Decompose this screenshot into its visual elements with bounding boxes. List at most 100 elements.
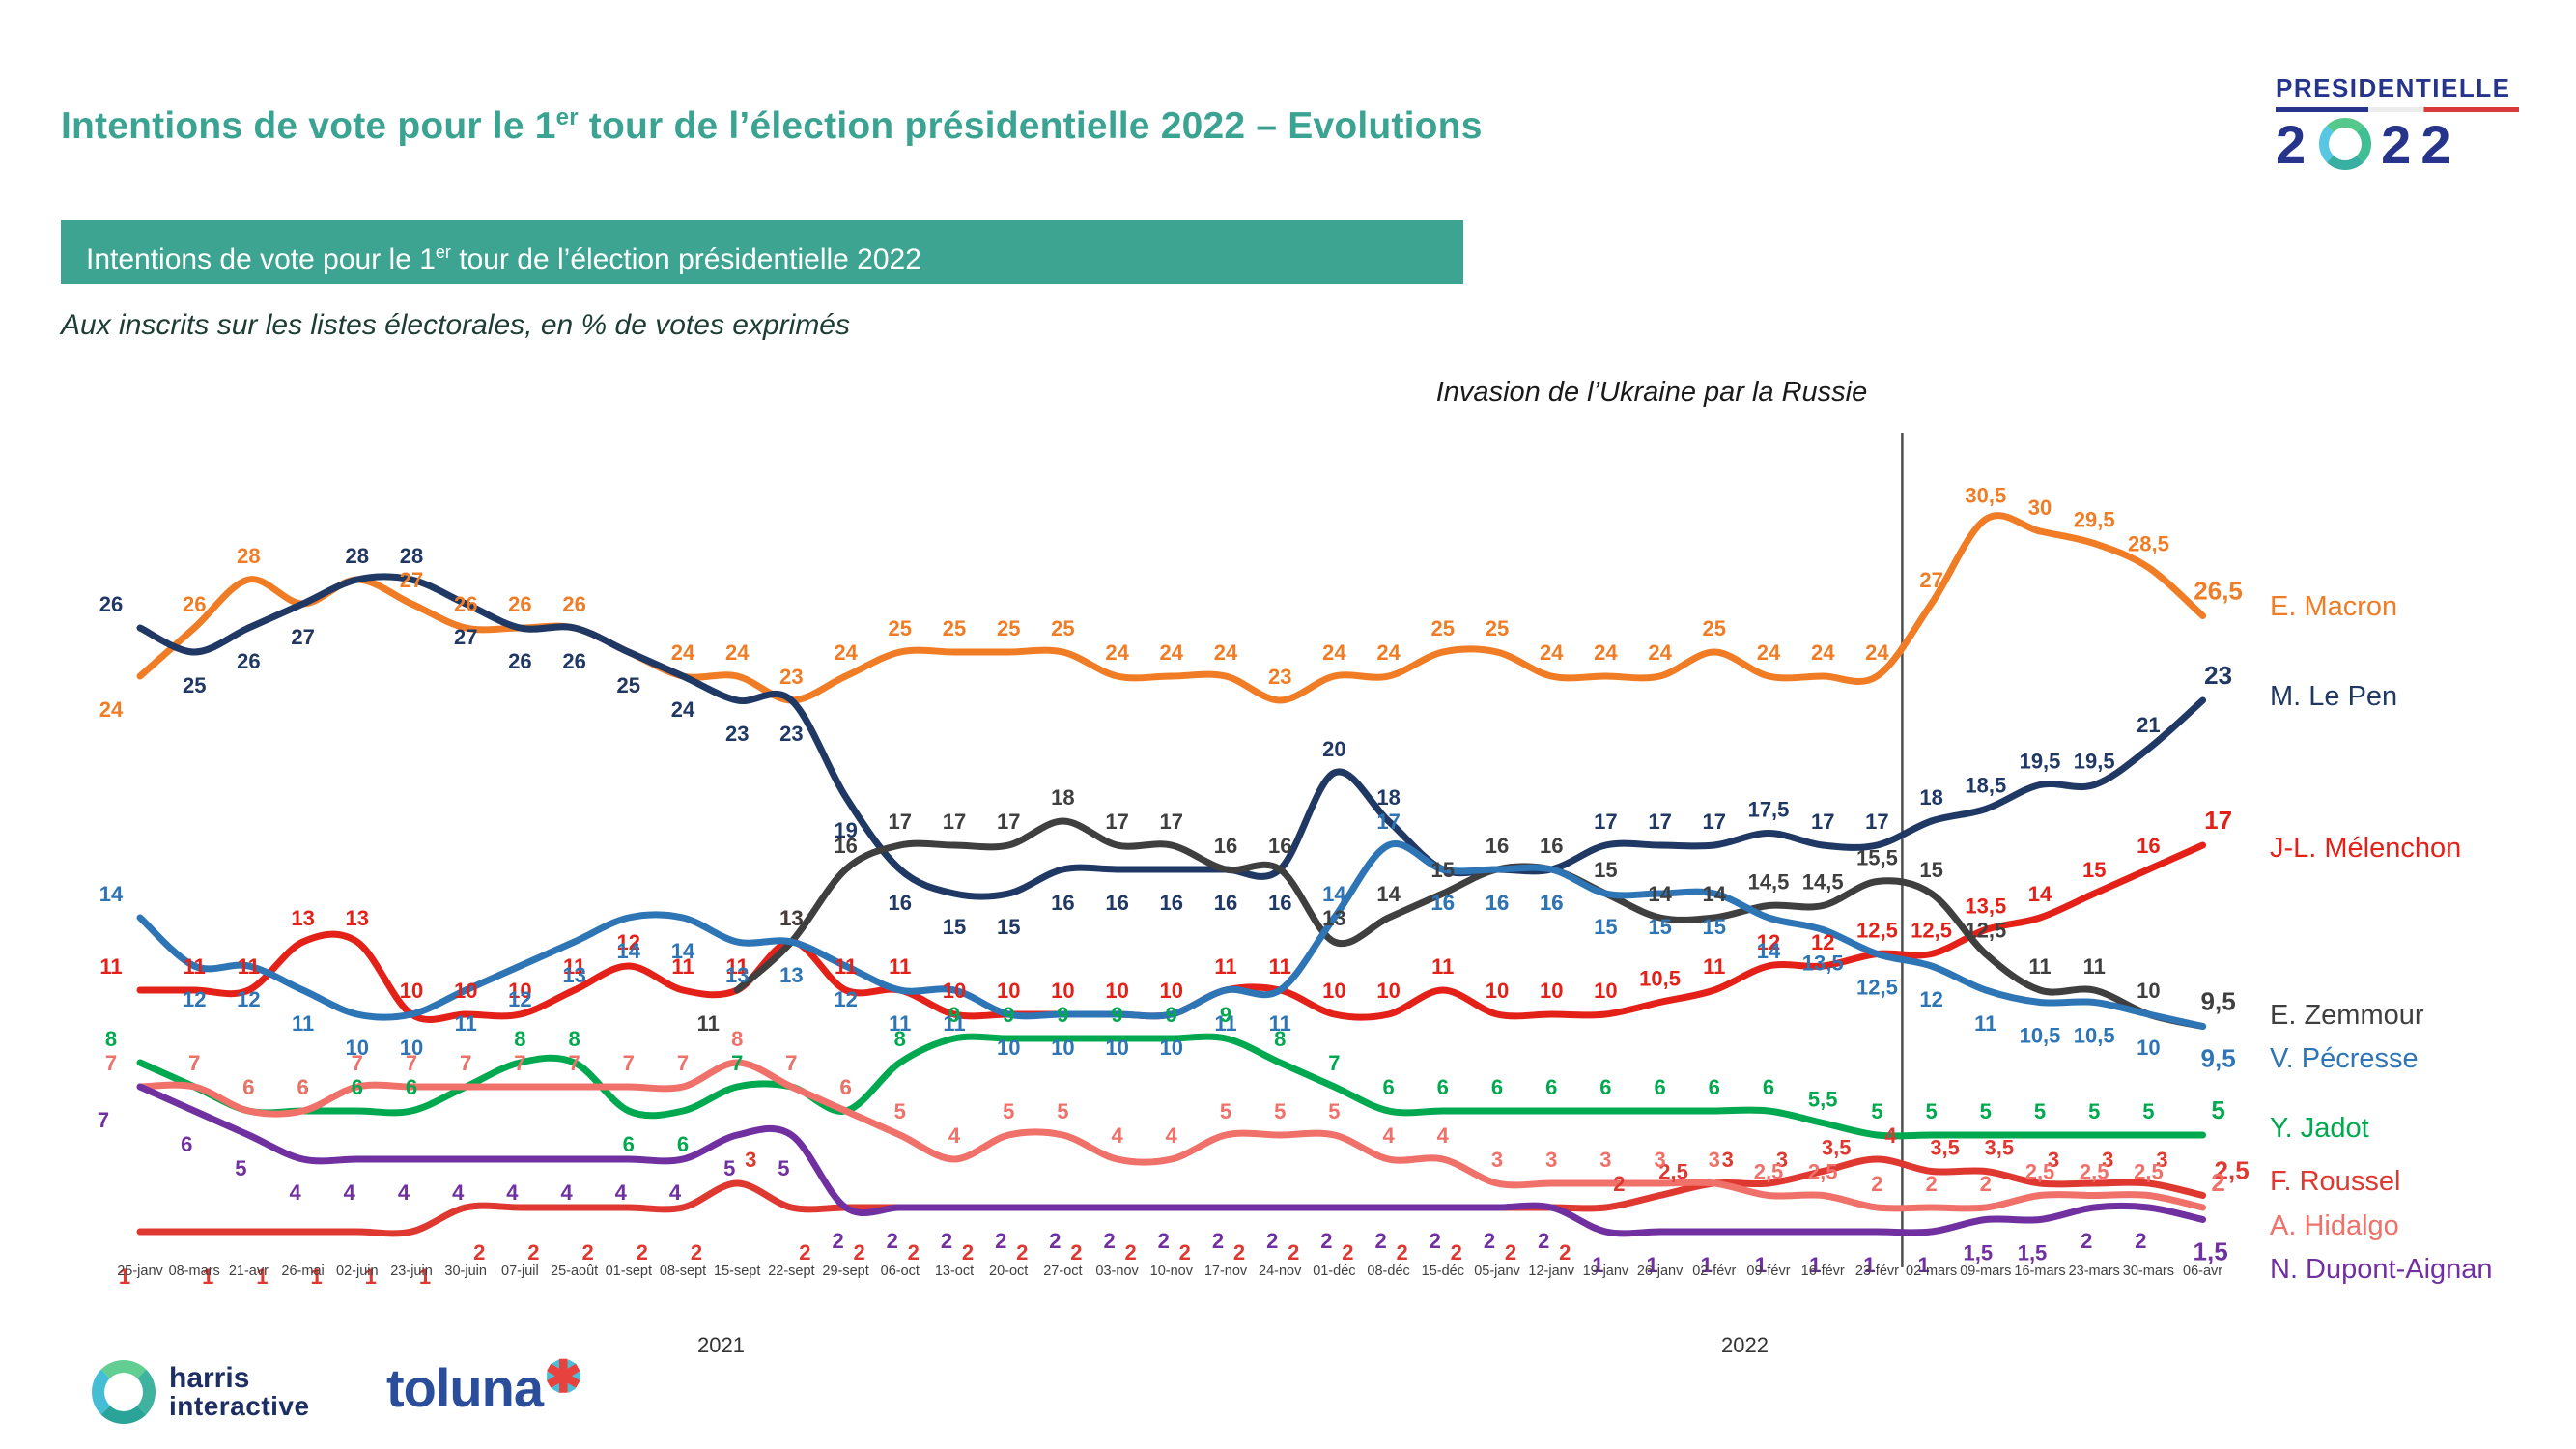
year-label-2022: 2022 [1721, 1333, 1769, 1357]
point-label-e-zemmour: 16 [1268, 834, 1291, 858]
point-label-v-pecresse: 11 [1269, 1011, 1291, 1036]
point-label-a-hidalgo: 3 [1491, 1148, 1503, 1172]
point-label-n-dupont-aignan: 1 [1592, 1253, 1603, 1277]
page-title-text: Intentions de vote pour le 1 [61, 105, 556, 147]
point-label-e-macron: 28 [346, 544, 369, 568]
point-label-y-jadot: 8 [105, 1027, 117, 1051]
point-label-n-dupont-aignan: 2 [1212, 1229, 1224, 1253]
point-label-n-dupont-aignan: 2 [1266, 1229, 1278, 1253]
point-label-e-macron: 27 [1919, 568, 1942, 592]
point-label-n-dupont-aignan: 5 [778, 1156, 789, 1180]
point-label-a-hidalgo: 2 [1925, 1172, 1937, 1196]
point-label-n-dupont-aignan: 2 [1484, 1229, 1495, 1253]
point-label-j-l-melenchon: 11 [726, 954, 749, 979]
point-label-f-roussel: 3 [2156, 1148, 2167, 1172]
point-label-j-l-melenchon: 10,5 [1639, 967, 1681, 991]
point-label-n-dupont-aignan: 2 [1049, 1229, 1061, 1253]
point-label-v-pecresse: 11 [455, 1011, 477, 1036]
x-axis-label: 23-mars [2069, 1264, 2120, 1279]
point-label-y-jadot: 6 [1382, 1075, 1394, 1099]
point-label-j-l-melenchon: 16 [2137, 834, 2160, 858]
point-label-a-hidalgo: 5 [1220, 1099, 1231, 1123]
point-label-e-zemmour: 16 [1540, 834, 1563, 858]
point-label-e-macron: 25 [889, 616, 912, 640]
point-label-v-pecresse: 9,5 [2201, 1044, 2236, 1073]
point-label-e-macron: 30,5 [1965, 484, 2006, 508]
point-label-j-l-melenchon: 14 [2028, 882, 2052, 906]
x-axis-label: 19-janv [1583, 1264, 1629, 1279]
point-label-j-l-melenchon: 13,5 [1965, 895, 2006, 919]
banner-sup: er [435, 242, 451, 262]
point-label-e-macron: 25 [943, 616, 966, 640]
point-label-m-le-pen: 21 [2137, 713, 2160, 737]
point-label-v-pecresse: 14 [617, 939, 641, 963]
point-label-n-dupont-aignan: 4 [669, 1180, 682, 1205]
banner-text2: tour de l’élection présidentielle 2022 [450, 243, 921, 275]
point-label-e-macron: 27 [291, 625, 314, 649]
x-axis-label: 02-févr [1692, 1264, 1736, 1279]
point-label-v-pecresse: 11 [1974, 1011, 1996, 1036]
point-label-f-roussel: 2 [1288, 1240, 1299, 1264]
point-label-n-dupont-aignan: 1 [1863, 1253, 1875, 1277]
point-label-a-hidalgo: 5 [1328, 1099, 1340, 1123]
year-label-2021: 2021 [697, 1333, 745, 1357]
point-label-y-jadot: 7 [188, 1051, 200, 1075]
point-label-a-hidalgo: 7 [514, 1051, 525, 1075]
point-label-m-le-pen: 20 [1322, 737, 1345, 761]
legend-item-m-le-pen: M. Le Pen [2270, 681, 2398, 712]
event-annotation: Invasion de l’Ukraine par la Russie [1435, 377, 1868, 408]
point-label-v-pecresse: 17 [1376, 810, 1400, 834]
point-label-y-jadot: 5 [2034, 1099, 2046, 1123]
series-line-e-macron [136, 512, 2207, 704]
point-label-v-pecresse: 11 [292, 1011, 314, 1036]
point-label-v-pecresse: 11 [889, 1011, 911, 1036]
point-label-e-zemmour: 13 [1322, 906, 1345, 930]
point-label-v-pecresse: 12 [1919, 987, 1942, 1011]
point-label-a-hidalgo: 2 [2211, 1168, 2224, 1197]
point-label-y-jadot: 6 [1654, 1075, 1665, 1099]
banner-text: Intentions de vote pour le 1 [86, 243, 436, 275]
point-label-m-le-pen: 17,5 [1748, 798, 1790, 822]
point-label-j-l-melenchon: 10 [1160, 979, 1183, 1003]
point-label-j-l-melenchon: 12,5 [1911, 919, 1952, 943]
point-label-a-hidalgo: 4 [1111, 1123, 1123, 1148]
point-label-v-pecresse: 14 [1322, 882, 1346, 906]
point-label-m-le-pen: 17 [1648, 810, 1671, 834]
point-label-e-macron: 26 [508, 592, 531, 616]
point-label-v-pecresse: 10 [1051, 1036, 1074, 1060]
point-label-j-l-melenchon: 11 [671, 954, 694, 979]
point-label-j-l-melenchon: 11 [184, 954, 206, 979]
point-label-m-le-pen: 15 [997, 915, 1020, 939]
legend-item-f-roussel: F. Roussel [2270, 1166, 2401, 1197]
point-label-f-roussel: 2,5 [1658, 1160, 1688, 1184]
point-label-e-macron: 25 [997, 616, 1020, 640]
point-label-n-dupont-aignan: 2 [1374, 1229, 1386, 1253]
point-label-a-hidalgo: 2,5 [2025, 1160, 2055, 1184]
point-label-j-l-melenchon: 10 [1594, 979, 1617, 1003]
point-label-v-pecresse: 13 [562, 963, 585, 987]
point-label-m-le-pen: 19 [834, 818, 857, 842]
x-axis-label: 20-oct [989, 1264, 1028, 1279]
point-label-j-l-melenchon: 17 [2204, 806, 2232, 835]
point-label-j-l-melenchon: 11 [1269, 954, 1291, 979]
point-label-j-l-melenchon: 11 [889, 954, 911, 979]
x-axis-label: 06-avr [2183, 1264, 2222, 1279]
point-label-e-zemmour: 13 [779, 906, 803, 930]
point-label-n-dupont-aignan: 2 [1538, 1229, 1549, 1253]
presidentielle-2022-logo: PRESIDENTIELLE 2 22 [2276, 73, 2527, 180]
point-label-a-hidalgo: 7 [785, 1051, 797, 1075]
point-label-a-hidalgo: 6 [839, 1075, 851, 1099]
point-label-e-zemmour: 10 [2137, 979, 2160, 1003]
point-label-y-jadot: 9 [1111, 1003, 1122, 1027]
point-label-e-zemmour: 14,5 [1802, 870, 1844, 895]
point-label-y-jadot: 9 [1003, 1003, 1014, 1027]
point-label-e-macron: 24 [1105, 640, 1129, 665]
point-label-y-jadot: 7 [785, 1051, 797, 1075]
point-label-e-zemmour: 14 [1648, 882, 1672, 906]
point-label-y-jadot: 6 [1491, 1075, 1503, 1099]
point-label-y-jadot: 9 [1057, 1003, 1068, 1027]
point-label-y-jadot: 9 [1166, 1003, 1177, 1027]
logo-digit: 2 [2381, 114, 2421, 175]
logo-digit: 2 [2276, 114, 2316, 175]
point-label-j-l-melenchon: 10 [508, 979, 531, 1003]
